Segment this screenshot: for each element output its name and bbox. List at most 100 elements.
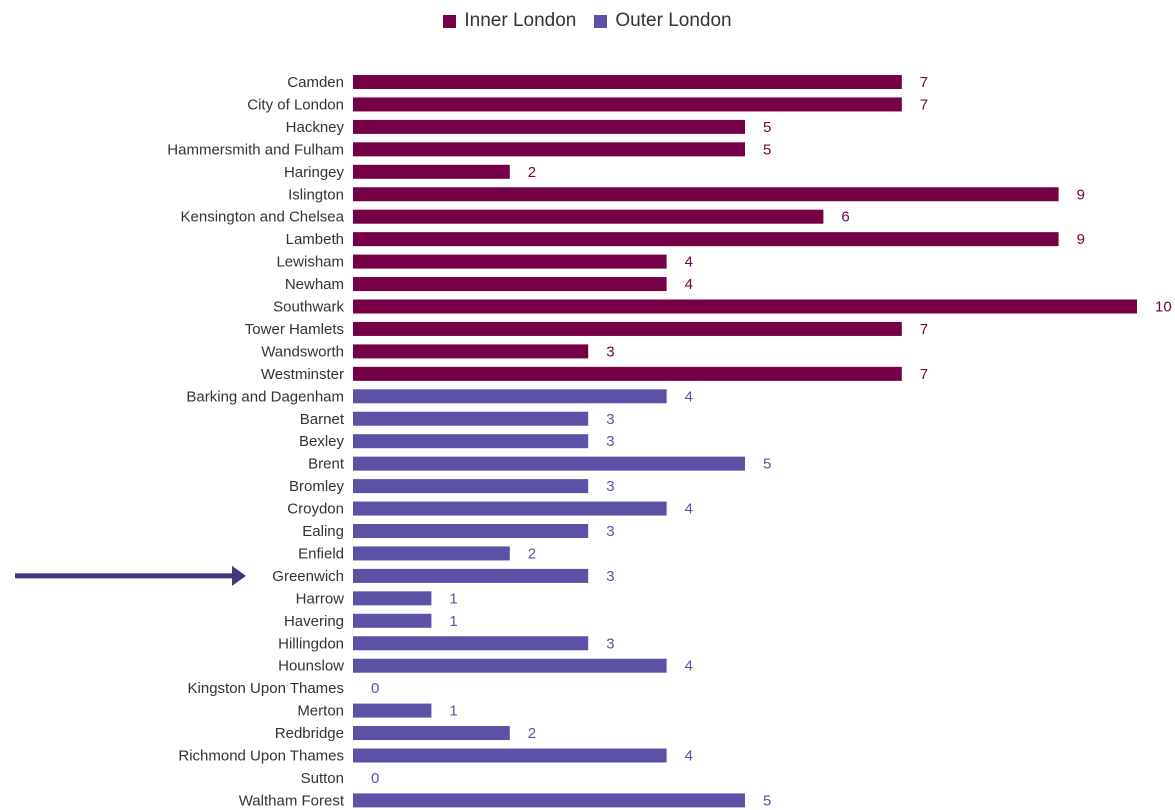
annotation-arrow [15, 565, 246, 586]
chart-legend: Inner London Outer London [0, 8, 1175, 34]
legend-item-outer-london[interactable]: Outer London [594, 10, 732, 32]
value-label-barking-and-dagenham: 4 [685, 388, 693, 405]
bar-hammersmith-and-fulham[interactable] [353, 142, 745, 157]
value-label-bromley: 3 [606, 478, 614, 495]
bar-barnet[interactable] [353, 411, 589, 426]
value-label-haringey: 2 [528, 164, 536, 181]
value-label-southwark: 10 [1155, 299, 1172, 316]
value-label-kensington-and-chelsea: 6 [841, 209, 849, 226]
bar-haringey[interactable] [353, 164, 510, 179]
bar-merton[interactable] [353, 703, 432, 718]
bar-bromley[interactable] [353, 479, 589, 494]
bar-greenwich[interactable] [353, 568, 589, 583]
category-label-kingston-upon-thames: Kingston Upon Thames [188, 680, 344, 697]
bar-southwark[interactable] [353, 299, 1137, 314]
category-label-merton: Merton [297, 703, 344, 720]
bar-waltham-forest[interactable] [353, 793, 745, 808]
bar-havering[interactable] [353, 613, 432, 628]
category-label-croydon: Croydon [287, 501, 344, 518]
value-label-havering: 1 [449, 613, 457, 630]
legend-label-outer-london: Outer London [615, 10, 732, 31]
bar-barking-and-dagenham[interactable] [353, 389, 667, 404]
value-label-brent: 5 [763, 456, 771, 473]
legend-label-inner-london: Inner London [464, 10, 577, 31]
value-label-wandsworth: 3 [606, 343, 614, 360]
category-label-hounslow: Hounslow [278, 658, 344, 675]
category-label-hammersmith-and-fulham: Hammersmith and Fulham [167, 141, 344, 158]
category-label-haringey: Haringey [284, 164, 345, 181]
value-label-newham: 4 [685, 276, 693, 293]
value-label-greenwich: 3 [606, 568, 614, 585]
bar-westminster[interactable] [353, 366, 902, 381]
value-label-lambeth: 9 [1077, 231, 1085, 248]
category-label-wandsworth: Wandsworth [261, 343, 344, 360]
bar-hackney[interactable] [353, 119, 745, 134]
value-label-ealing: 3 [606, 523, 614, 540]
category-label-kensington-and-chelsea: Kensington and Chelsea [181, 209, 345, 226]
value-label-city-of-london: 7 [920, 96, 928, 113]
value-label-barnet: 3 [606, 411, 614, 428]
category-label-barnet: Barnet [300, 411, 345, 428]
bar-lambeth[interactable] [353, 232, 1059, 247]
bar-harrow[interactable] [353, 591, 432, 606]
bar-islington[interactable] [353, 187, 1059, 202]
bar-camden[interactable] [353, 75, 902, 89]
category-label-harrow: Harrow [296, 590, 345, 607]
category-label-havering: Havering [284, 613, 344, 630]
legend-swatch-inner-london [443, 14, 457, 28]
bar-bexley[interactable] [353, 434, 589, 449]
bar-richmond-upon-thames[interactable] [353, 748, 667, 763]
bar-hounslow[interactable] [353, 658, 667, 673]
value-label-hackney: 5 [763, 119, 771, 136]
bar-kensington-and-chelsea[interactable] [353, 209, 824, 224]
bar-tower-hamlets[interactable] [353, 321, 902, 336]
category-label-bromley: Bromley [289, 478, 345, 495]
category-label-lewisham: Lewisham [276, 254, 344, 271]
category-label-enfield: Enfield [298, 545, 344, 562]
category-label-hackney: Hackney [286, 119, 345, 136]
category-label-greenwich: Greenwich [272, 568, 344, 585]
bar-hillingdon[interactable] [353, 636, 589, 651]
category-label-southwark: Southwark [273, 299, 344, 316]
category-label-bexley: Bexley [299, 433, 345, 450]
value-label-hounslow: 4 [685, 658, 693, 675]
value-label-camden: 7 [920, 74, 928, 91]
bar-croydon[interactable] [353, 501, 667, 516]
category-label-newham: Newham [285, 276, 344, 293]
category-label-camden: Camden [287, 74, 344, 91]
value-label-waltham-forest: 5 [763, 792, 771, 809]
bar-wandsworth[interactable] [353, 344, 589, 359]
category-label-barking-and-dagenham: Barking and Dagenham [186, 388, 344, 405]
legend-item-inner-london[interactable]: Inner London [443, 10, 576, 32]
bar-city-of-london[interactable] [353, 97, 902, 112]
category-label-sutton: Sutton [301, 770, 344, 787]
category-label-city-of-london: City of London [247, 96, 344, 113]
value-label-kingston-upon-thames: 0 [371, 680, 379, 697]
value-label-croydon: 4 [685, 501, 693, 518]
value-label-richmond-upon-thames: 4 [685, 748, 693, 765]
value-label-islington: 9 [1077, 186, 1085, 203]
category-label-brent: Brent [308, 456, 345, 473]
value-label-tower-hamlets: 7 [920, 321, 928, 338]
bar-ealing[interactable] [353, 524, 589, 538]
bar-lewisham[interactable] [353, 254, 667, 269]
bar-enfield[interactable] [353, 546, 510, 561]
value-label-hammersmith-and-fulham: 5 [763, 141, 771, 158]
value-label-lewisham: 4 [685, 254, 693, 271]
bar-redbridge[interactable] [353, 726, 510, 741]
value-label-merton: 1 [449, 703, 457, 720]
value-label-harrow: 1 [449, 590, 457, 607]
category-label-islington: Islington [288, 186, 344, 203]
value-label-redbridge: 2 [528, 725, 536, 742]
value-label-bexley: 3 [606, 433, 614, 450]
category-label-westminster: Westminster [261, 366, 344, 383]
category-label-waltham-forest: Waltham Forest [239, 792, 345, 809]
value-label-westminster: 7 [920, 366, 928, 383]
bar-newham[interactable] [353, 277, 667, 292]
category-label-lambeth: Lambeth [286, 231, 344, 248]
bar-brent[interactable] [353, 456, 745, 471]
value-label-hillingdon: 3 [606, 635, 614, 652]
category-label-richmond-upon-thames: Richmond Upon Thames [178, 748, 344, 765]
legend-swatch-outer-london [594, 14, 608, 28]
